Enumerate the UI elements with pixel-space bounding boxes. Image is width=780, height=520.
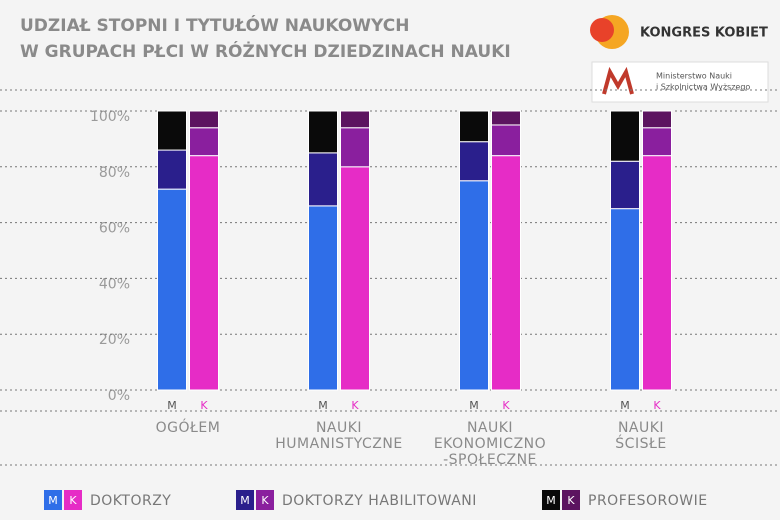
- bar-segment: [610, 110, 640, 162]
- legend-swatch: [256, 490, 274, 510]
- category-label: NAUKI: [618, 420, 664, 436]
- logo-kongres: KONGRES KOBIET: [590, 15, 768, 49]
- bar-segment: [491, 155, 521, 391]
- bar-segment: [189, 110, 219, 129]
- legend-swatch: [542, 490, 560, 510]
- legend-swatch: [64, 490, 82, 510]
- category-label: NAUKI: [467, 420, 513, 436]
- category-label: EKONOMICZNO: [434, 436, 546, 452]
- bar-label: M: [620, 399, 630, 412]
- bar-segment: [491, 110, 521, 126]
- legend-swatch: [562, 490, 580, 510]
- category-label: OGÓŁEM: [156, 418, 221, 436]
- y-tick-label: 100%: [90, 109, 130, 125]
- legend-label: DOKTORZY: [90, 493, 171, 509]
- logo-shape: [602, 66, 634, 95]
- logo-shape: [590, 18, 614, 42]
- bar-segment: [459, 110, 489, 143]
- logo-text: KONGRES KOBIET: [640, 26, 768, 41]
- bar-segment: [610, 208, 640, 391]
- bar-label: M: [469, 399, 479, 412]
- legend-sub-label: K: [567, 494, 575, 507]
- logo-ministerstwo: Ministerstwo Nauki i Szkolnictwa Wyższeg…: [591, 61, 769, 103]
- legend-swatch: [44, 490, 62, 510]
- legend-sub-label: M: [240, 494, 250, 507]
- bar-segment: [157, 149, 187, 190]
- bar-label: M: [167, 399, 177, 412]
- bar-segment: [642, 155, 672, 391]
- legend-swatch: [236, 490, 254, 510]
- bar-segment: [642, 110, 672, 129]
- bar-label: K: [502, 399, 510, 412]
- bar-segment: [459, 141, 489, 182]
- category-label: ŚCISŁE: [615, 434, 666, 452]
- bar-segment: [308, 110, 338, 154]
- title-line: W GRUPACH PŁCI W RÓŻNYCH DZIEDZINACH NAU…: [20, 40, 511, 62]
- bar-segment: [189, 127, 219, 157]
- category-label: HUMANISTYCZNE: [275, 436, 402, 452]
- bar-segment: [642, 127, 672, 157]
- bar-segment: [340, 127, 370, 168]
- category-label: -SPOŁECZNE: [443, 452, 537, 468]
- bar-label: M: [318, 399, 328, 412]
- bar-segment: [610, 160, 640, 210]
- logo-text: Ministerstwo Nauki: [656, 72, 732, 81]
- bar-label: K: [200, 399, 208, 412]
- bar-segment: [308, 152, 338, 207]
- legend-sub-label: M: [48, 494, 58, 507]
- bar-label: K: [653, 399, 661, 412]
- bar-segment: [157, 188, 187, 391]
- bar-segment: [157, 110, 187, 151]
- legend-label: PROFESOROWIE: [588, 493, 708, 509]
- y-tick-label: 0%: [108, 388, 130, 404]
- y-tick-label: 80%: [99, 165, 130, 181]
- bar-segment: [491, 124, 521, 157]
- legend-sub-label: M: [546, 494, 556, 507]
- bar-segment: [459, 180, 489, 391]
- logo-text: i Szkolnictwa Wyższego: [656, 83, 750, 92]
- bar-label: K: [351, 399, 359, 412]
- category-label: NAUKI: [316, 420, 362, 436]
- bar-segment: [340, 110, 370, 129]
- bar-segment: [308, 205, 338, 391]
- y-tick-label: 60%: [99, 221, 130, 237]
- y-tick-label: 40%: [99, 276, 130, 292]
- legend-label: DOKTORZY HABILITOWANI: [282, 493, 477, 509]
- title-line: UDZIAŁ STOPNI I TYTUŁÓW NAUKOWYCH: [20, 14, 409, 36]
- bar-segment: [189, 155, 219, 391]
- legend-sub-label: K: [69, 494, 77, 507]
- y-tick-label: 20%: [99, 332, 130, 348]
- legend-sub-label: K: [261, 494, 269, 507]
- bar-segment: [340, 166, 370, 391]
